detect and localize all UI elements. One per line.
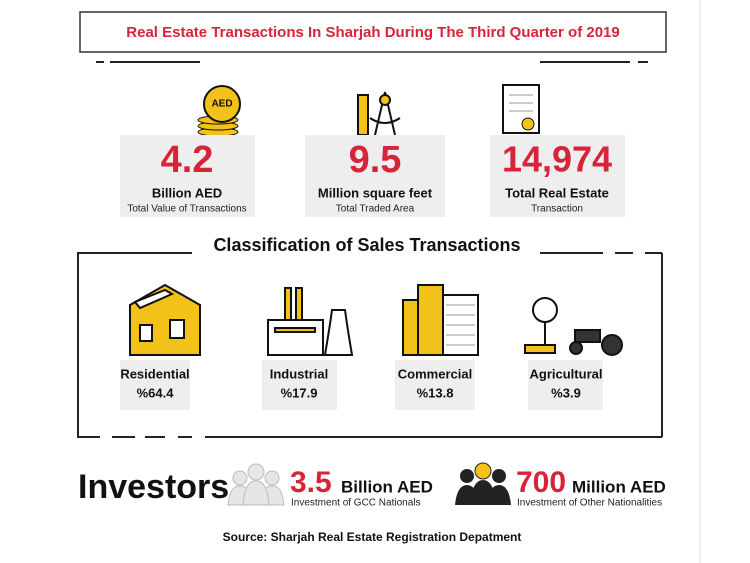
category-box	[395, 360, 475, 410]
category-value: %64.4	[137, 385, 175, 400]
source: Source: Sharjah Real Estate Registration…	[223, 530, 522, 544]
stat-value: 14,974	[502, 139, 612, 180]
investor-unit: Billion AED	[341, 477, 433, 496]
title: Real Estate Transactions In Sharjah Duri…	[126, 24, 619, 41]
stat-unit: Total Real Estate	[505, 185, 609, 200]
category-box	[262, 360, 337, 410]
investor-caption: Investment of GCC Nationals	[291, 498, 421, 509]
coins-icon: AED	[197, 85, 241, 137]
stat-unit: Million square feet	[318, 185, 433, 200]
category-label: Industrial	[270, 366, 329, 381]
stat-caption: Total Traded Area	[336, 204, 415, 215]
investor-unit: Million AED	[572, 477, 666, 496]
factory-icon	[267, 287, 354, 356]
investor-caption: Investment of Other Nationalities	[517, 498, 662, 509]
stat-unit: Billion AED	[152, 185, 222, 200]
category-box	[528, 360, 603, 410]
stat-box	[490, 135, 625, 217]
category-value: %13.8	[417, 385, 454, 400]
tools-icon	[357, 91, 401, 136]
stat-caption: Total Value of Transactions	[127, 204, 246, 215]
document-icon	[502, 84, 540, 134]
investors-title: Investors	[78, 468, 229, 506]
title-box	[79, 11, 667, 53]
other-people-icon	[455, 462, 511, 505]
coin-label: AED	[211, 99, 232, 110]
category-value: %17.9	[281, 385, 318, 400]
investor-value: 3.5	[290, 466, 332, 499]
category-label: Agricultural	[530, 366, 603, 381]
stat-box	[120, 135, 255, 217]
investor-value: 700	[516, 466, 566, 499]
stat-box	[305, 135, 445, 217]
stat-caption: Transaction	[531, 204, 583, 215]
house-icon	[129, 283, 201, 356]
category-label: Residential	[120, 366, 189, 381]
stat-texts: 4.2 Billion AED Total Value of Transacti…	[127, 139, 612, 215]
farm-icon	[524, 297, 623, 356]
category-box	[120, 360, 190, 410]
section-title: Classification of Sales Transactions	[213, 235, 520, 255]
category-value: %3.9	[551, 385, 581, 400]
gcc-people-icon	[227, 463, 285, 506]
stat-value: 4.2	[161, 139, 214, 181]
buildings-icon	[402, 284, 479, 356]
category-label: Commercial	[398, 366, 472, 381]
section-frame	[77, 252, 663, 438]
stat-value: 9.5	[349, 139, 402, 181]
